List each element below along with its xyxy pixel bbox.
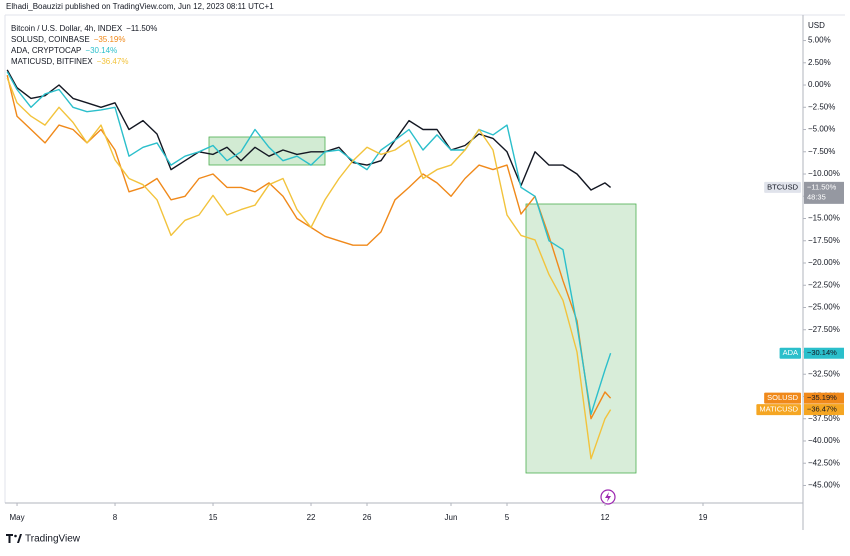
legend-name: SOLUSD, COINBASE bbox=[11, 35, 90, 44]
y-tick-label: −2.50% bbox=[808, 102, 835, 111]
series-line bbox=[6, 77, 612, 460]
legend-value: −35.19% bbox=[94, 35, 126, 44]
y-tick-label: −5.00% bbox=[808, 125, 835, 134]
x-tick-label: 5 bbox=[505, 513, 510, 522]
legend-value: −11.50% bbox=[126, 24, 157, 33]
highlight-box bbox=[525, 203, 637, 474]
price-tag-value: −36.47% bbox=[807, 405, 837, 414]
price-tag: ADA −30.14% bbox=[779, 347, 844, 359]
price-tag-countdown: 48:35 bbox=[807, 192, 826, 201]
y-tick-label: −45.00% bbox=[808, 481, 840, 490]
y-tick-label: −37.50% bbox=[808, 414, 840, 423]
footer-brand: TradingView bbox=[25, 534, 81, 545]
price-tag-name-bg bbox=[756, 404, 801, 416]
legend-name: MATICUSD, BITFINEX bbox=[11, 57, 93, 66]
x-tick-label: May bbox=[9, 513, 24, 522]
price-tag-bg bbox=[804, 181, 844, 204]
y-tick-label: −40.00% bbox=[808, 436, 840, 445]
y-tick-label: −22.50% bbox=[808, 280, 840, 289]
y-tick-label: −17.50% bbox=[808, 236, 840, 245]
x-tick-label: 26 bbox=[363, 513, 372, 522]
price-tag-value: −11.50% bbox=[807, 182, 837, 191]
price-tag-value: −35.19% bbox=[807, 393, 837, 402]
x-tick-label: 19 bbox=[699, 513, 708, 522]
y-tick-label: −7.50% bbox=[808, 147, 835, 156]
y-tick-label: 5.00% bbox=[808, 36, 831, 45]
x-tick-label: 15 bbox=[209, 513, 218, 522]
legend-value: −30.14% bbox=[85, 46, 117, 55]
legend-value: −36.47% bbox=[97, 57, 129, 66]
y-tick-label: −42.50% bbox=[808, 458, 840, 467]
price-tag-name-bg bbox=[764, 181, 801, 193]
price-tag-value: −30.14% bbox=[807, 348, 837, 357]
price-tag: BTCUSD −11.50%48:35 bbox=[764, 181, 844, 204]
price-tag-ticker: BTCUSD bbox=[767, 182, 798, 191]
x-tick-label: 8 bbox=[113, 513, 118, 522]
publisher: Elhadi_Boauzizi published on TradingView… bbox=[6, 2, 274, 11]
price-tag: SOLUSD −35.19% bbox=[764, 392, 844, 404]
footer-logo bbox=[6, 534, 22, 543]
legend-name: ADA, CRYPTOCAP bbox=[11, 46, 81, 55]
price-tag-name-bg bbox=[764, 392, 801, 404]
y-tick-label: 0.00% bbox=[808, 80, 831, 89]
x-tick-label: 12 bbox=[601, 513, 610, 522]
series-line bbox=[6, 69, 612, 191]
x-tick-label: 22 bbox=[307, 513, 316, 522]
y-tick-label: −20.00% bbox=[808, 258, 840, 267]
event-icon bbox=[600, 489, 616, 505]
y-tick-label: −32.50% bbox=[808, 369, 840, 378]
series-line bbox=[6, 71, 612, 415]
price-tag-name-bg bbox=[779, 347, 801, 359]
price-tag-bg bbox=[804, 392, 844, 404]
y-tick-label: 2.50% bbox=[808, 58, 831, 67]
legend: Bitcoin / U.S. Dollar, 4h, INDEX −11.50% S… bbox=[11, 24, 157, 66]
price-tag: MATICUSD −36.47% bbox=[756, 404, 844, 416]
price-tag-ticker: SOLUSD bbox=[767, 393, 798, 402]
x-tick-label: Jun bbox=[445, 513, 458, 522]
price-tag-ticker: ADA bbox=[783, 348, 798, 357]
y-tick-label: −25.00% bbox=[808, 303, 840, 312]
y-tick-label: −10.00% bbox=[808, 169, 840, 178]
legend-name: Bitcoin / U.S. Dollar, 4h, INDEX bbox=[11, 24, 123, 33]
axis-unit: USD bbox=[808, 21, 825, 30]
price-tag-bg bbox=[804, 347, 844, 359]
price-tag-ticker: MATICUSD bbox=[759, 405, 798, 414]
y-tick-label: −27.50% bbox=[808, 325, 840, 334]
y-tick-label: −15.00% bbox=[808, 214, 840, 223]
price-tag-bg bbox=[804, 404, 844, 416]
